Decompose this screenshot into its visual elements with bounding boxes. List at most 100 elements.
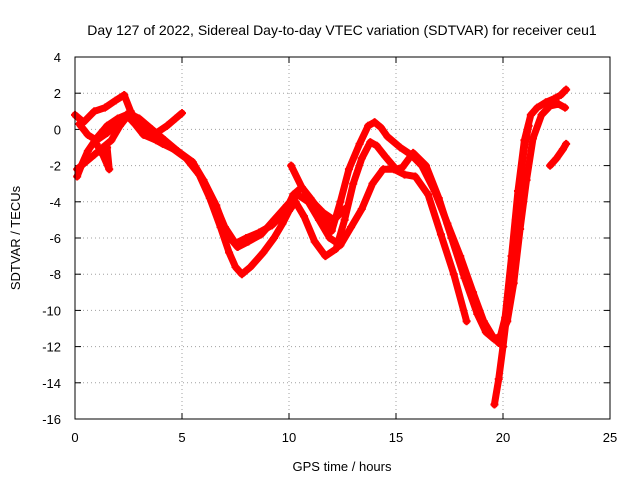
data-point: [562, 139, 571, 148]
y-tick-label: 4: [54, 50, 61, 65]
x-axis-label: GPS time / hours: [293, 459, 392, 474]
data-point: [424, 190, 433, 199]
data-point: [73, 165, 82, 174]
data-point: [347, 223, 356, 232]
data-point: [340, 215, 349, 224]
plot-frame: [74, 56, 611, 420]
data-point: [81, 157, 90, 166]
data-point: [321, 252, 330, 261]
data-point: [124, 110, 133, 119]
data-point: [73, 172, 82, 181]
data-point: [244, 237, 253, 246]
data-point: [278, 219, 287, 228]
x-tick-label: 10: [282, 430, 296, 445]
data-point: [357, 154, 366, 163]
data-point: [344, 165, 353, 174]
data-point: [336, 197, 345, 206]
data-series: [71, 85, 571, 409]
data-point: [98, 150, 107, 159]
data-point: [430, 186, 439, 195]
data-point: [524, 121, 533, 130]
data-point: [381, 152, 390, 161]
x-tick-label: 0: [71, 430, 78, 445]
data-point: [372, 141, 381, 150]
data-point: [383, 132, 392, 141]
data-point: [516, 176, 525, 185]
data-point: [173, 147, 182, 156]
data-point: [494, 375, 503, 384]
data-point: [436, 230, 445, 239]
data-point: [141, 123, 150, 132]
data-point: [233, 243, 242, 252]
data-point: [199, 176, 208, 185]
data-point: [231, 262, 240, 271]
x-tick-label: 20: [496, 430, 510, 445]
data-point: [377, 123, 386, 132]
data-point: [528, 134, 537, 143]
data-point: [379, 165, 388, 174]
data-point: [479, 317, 488, 326]
data-point: [105, 165, 114, 174]
x-tick-label: 5: [178, 430, 185, 445]
data-point: [319, 208, 328, 217]
data-point: [511, 215, 520, 224]
data-point: [537, 110, 546, 119]
data-point: [222, 230, 231, 239]
data-point: [75, 119, 84, 128]
data-point: [178, 109, 186, 118]
data-point: [396, 143, 405, 152]
data-point: [562, 85, 571, 94]
y-tick-label: 2: [54, 86, 61, 101]
data-point: [329, 215, 338, 224]
data-point: [310, 237, 319, 246]
data-point: [171, 114, 180, 123]
data-point: [469, 288, 478, 297]
data-point: [550, 94, 559, 103]
data-point: [368, 179, 377, 188]
data-point: [160, 136, 169, 145]
data-point: [349, 179, 358, 188]
data-point: [299, 212, 308, 221]
data-point: [389, 165, 398, 174]
data-point: [355, 139, 364, 148]
y-tick-label: -4: [49, 195, 61, 210]
data-point: [406, 150, 415, 159]
data-point: [400, 170, 409, 179]
y-tick-label: 0: [54, 122, 61, 137]
data-point: [526, 110, 535, 119]
data-point: [115, 121, 124, 130]
data-point: [133, 116, 142, 125]
data-point: [314, 215, 323, 224]
data-point: [554, 100, 563, 109]
y-tick-label: -16: [42, 412, 61, 427]
data-point: [282, 201, 291, 210]
data-point: [340, 205, 349, 214]
y-tick-label: -2: [49, 159, 61, 174]
data-point: [488, 331, 497, 340]
data-point: [411, 172, 420, 181]
data-point: [103, 129, 112, 138]
data-point: [336, 241, 345, 250]
data-point: [83, 147, 92, 156]
data-point: [417, 161, 426, 170]
data-point: [499, 342, 507, 351]
data-point: [297, 183, 306, 192]
data-point: [103, 143, 112, 152]
series-track-c: [75, 109, 471, 325]
data-point: [490, 400, 499, 409]
data-point: [100, 103, 109, 112]
data-point: [533, 103, 542, 112]
x-tick-label: 25: [603, 430, 617, 445]
data-point: [443, 219, 452, 228]
data-point: [107, 136, 116, 145]
data-point: [287, 161, 296, 170]
y-tick-label: -8: [49, 267, 61, 282]
data-point: [212, 201, 221, 210]
data-point: [561, 103, 570, 112]
data-point: [120, 91, 129, 100]
data-point: [259, 248, 268, 257]
data-point: [520, 143, 529, 152]
data-point: [152, 129, 161, 138]
y-axis-label: SDTVAR / TECUs: [8, 185, 23, 290]
